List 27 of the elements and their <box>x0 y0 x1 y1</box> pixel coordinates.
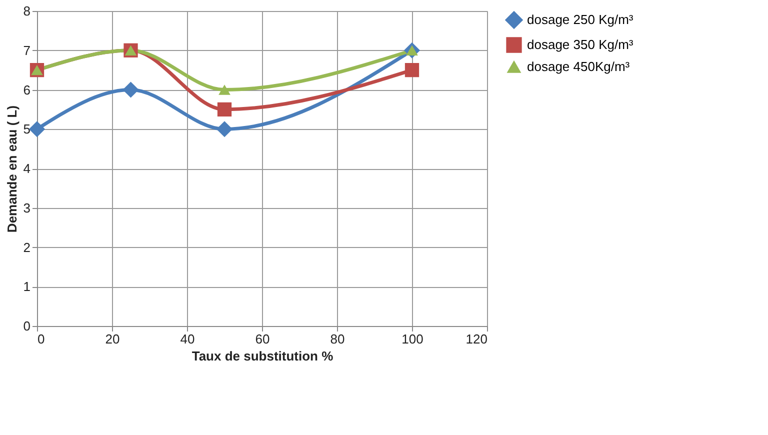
legend-label: dosage 250 Kg/m³ <box>527 12 634 27</box>
y-tick-label: 7 <box>23 42 30 58</box>
x-tick-label: 100 <box>402 332 424 346</box>
x-tick-label: 20 <box>105 332 120 346</box>
legend-label: dosage 450Kg/m³ <box>527 59 630 74</box>
y-tick-label: 2 <box>23 240 30 255</box>
x-tick-label: 0 <box>38 332 45 346</box>
point <box>28 121 46 138</box>
y-axis-title: Demande en eau ( L) <box>4 105 20 233</box>
point <box>217 102 232 117</box>
y-tick-label: 5 <box>23 122 30 137</box>
y-tick-label: 0 <box>23 318 30 334</box>
point <box>218 84 230 95</box>
y-tick-label: 3 <box>23 200 30 216</box>
point <box>404 62 420 78</box>
x-axis-title: Taux de substitution % <box>192 348 334 364</box>
point <box>216 121 233 138</box>
x-tick-label: 80 <box>330 332 345 346</box>
point <box>122 82 139 98</box>
x-tick-label: 60 <box>255 332 270 346</box>
x-tick-label: 120 <box>466 332 488 346</box>
y-tick-label: 4 <box>23 161 30 176</box>
y-tick-label: 8 <box>23 4 30 18</box>
y-tick-label: 1 <box>23 279 30 294</box>
x-tick-label: 40 <box>180 332 195 346</box>
legend-label: dosage 350 Kg/m³ <box>527 37 634 52</box>
y-tick-label: 6 <box>23 82 30 98</box>
